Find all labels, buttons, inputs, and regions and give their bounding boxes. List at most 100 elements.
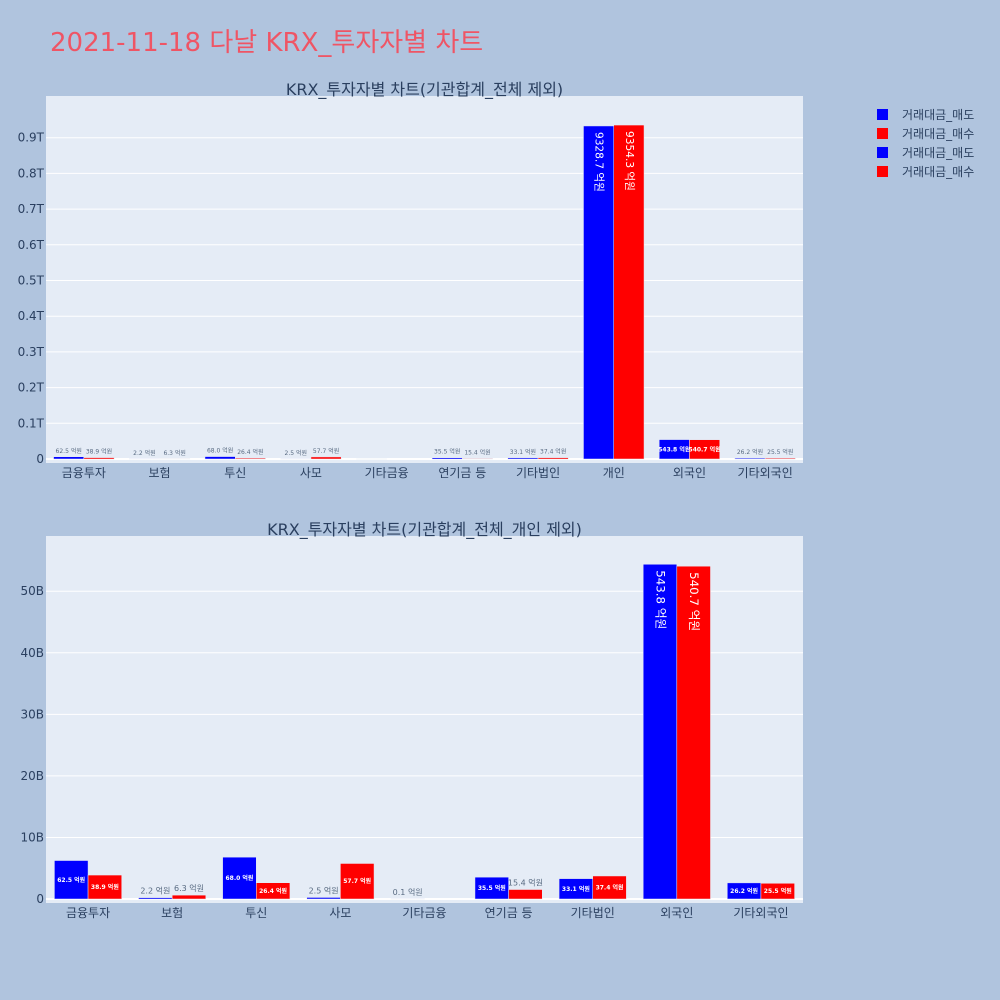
x-tick-label: 기타금융 bbox=[402, 906, 446, 920]
y-tick-label: 0.6T bbox=[18, 238, 45, 252]
bar-value-label: 543.8 억원 bbox=[658, 445, 690, 453]
y-tick-label: 0.2T bbox=[18, 381, 45, 395]
legend-swatch[interactable] bbox=[877, 109, 888, 120]
bar-value-label: 35.5 억원 bbox=[478, 884, 506, 892]
bar-buy bbox=[235, 457, 266, 460]
bar-value-label: 2.5 억원 bbox=[309, 885, 339, 895]
x-tick-label: 보험 bbox=[149, 466, 171, 480]
bar-value-label: 37.4 억원 bbox=[596, 883, 624, 891]
bar-buy bbox=[462, 458, 493, 460]
x-tick-label: 투신 bbox=[224, 466, 246, 480]
bar-value-label: 540.7 억원 bbox=[687, 572, 701, 631]
y-tick-label: 20B bbox=[20, 769, 44, 783]
bar-sell bbox=[734, 457, 766, 460]
bar-value-label: 26.2 억원 bbox=[730, 887, 758, 895]
bar-buy bbox=[171, 894, 207, 900]
y-tick-label: 0.4T bbox=[18, 309, 45, 323]
bar-buy bbox=[87, 874, 122, 900]
bar-buy bbox=[537, 457, 569, 460]
y-tick-label: 10B bbox=[20, 830, 44, 844]
bar-value-label: 37.4 억원 bbox=[540, 448, 566, 456]
bar-value-label: 26.4 억원 bbox=[237, 448, 263, 456]
x-tick-label: 기타외국인 bbox=[733, 906, 788, 920]
x-tick-label: 연기금 등 bbox=[485, 906, 533, 920]
y-tick-label: 0.1T bbox=[18, 416, 45, 430]
legend-swatch[interactable] bbox=[877, 166, 888, 177]
bar-buy bbox=[310, 456, 342, 460]
bar-buy bbox=[676, 565, 711, 900]
x-tick-label: 연기금 등 bbox=[438, 466, 486, 480]
y-tick-label: 0.8T bbox=[18, 166, 45, 180]
y-tick-label: 0 bbox=[36, 452, 44, 466]
y-tick-label: 50B bbox=[20, 584, 44, 598]
bar-value-label: 6.3 억원 bbox=[163, 449, 186, 457]
bar-value-label: 25.5 억원 bbox=[764, 887, 792, 895]
bar-value-label: 68.0 억원 bbox=[225, 874, 253, 882]
legend-label[interactable]: 거래대금_매도 bbox=[902, 146, 974, 160]
x-tick-label: 개인 bbox=[603, 466, 625, 480]
x-tick-label: 사모 bbox=[329, 906, 351, 920]
legend-label[interactable]: 거래대금_매수 bbox=[902, 127, 974, 141]
x-tick-label: 기타외국인 bbox=[738, 466, 793, 480]
bar-sell bbox=[138, 897, 173, 900]
bar-value-label: 57.7 억원 bbox=[313, 447, 339, 455]
bar-value-label: 38.9 억원 bbox=[86, 448, 112, 456]
x-tick-label: 외국인 bbox=[673, 466, 706, 480]
bar-sell bbox=[507, 457, 539, 460]
bar-buy bbox=[256, 882, 291, 900]
y-tick-label: 40B bbox=[20, 646, 44, 660]
x-tick-label: 금융투자 bbox=[62, 466, 106, 480]
x-tick-label: 기타법인 bbox=[571, 906, 615, 920]
bar-value-label: 62.5 억원 bbox=[56, 447, 82, 455]
legend-swatch[interactable] bbox=[877, 128, 888, 139]
x-tick-label: 보험 bbox=[161, 906, 183, 920]
y-tick-label: 30B bbox=[20, 707, 44, 721]
y-tick-label: 0 bbox=[36, 892, 44, 906]
bar-sell bbox=[204, 456, 236, 460]
chart-title: KRX_투자자별 차트(기관합계_전체 제외) bbox=[286, 80, 563, 100]
bar-sell bbox=[54, 860, 89, 900]
bar-value-label: 68.0 억원 bbox=[207, 447, 233, 455]
chart-panel-2: 0 10B 20B 30B 40B 50B KRX_투자자별 차트(기관합계_전체_개인 제… bbox=[20, 520, 803, 920]
bar-sell bbox=[583, 125, 614, 460]
bar-value-label: 62.5 억원 bbox=[57, 876, 85, 884]
bar-value-label: 33.1 억원 bbox=[562, 885, 590, 893]
legend-swatch[interactable] bbox=[877, 147, 888, 158]
bar-buy bbox=[340, 863, 375, 900]
legend-label[interactable]: 거래대금_매수 bbox=[902, 165, 974, 179]
bar-sell bbox=[222, 856, 257, 900]
bar-value-label: 540.7 억원 bbox=[689, 445, 721, 453]
plot-area bbox=[46, 96, 803, 463]
y-tick-label: 0.9T bbox=[18, 131, 45, 145]
legend-label[interactable]: 거래대금_매도 bbox=[902, 108, 974, 122]
bar-buy bbox=[592, 875, 627, 900]
bar-value-label: 57.7 억원 bbox=[343, 877, 371, 885]
bar-value-label: 543.8 억원 bbox=[654, 570, 668, 629]
bar-sell bbox=[306, 897, 341, 900]
bar-buy bbox=[508, 889, 543, 900]
y-tick-label: 0.3T bbox=[18, 345, 45, 359]
bar-value-label: 25.5 억원 bbox=[767, 448, 793, 456]
bar-value-label: 0.1 억원 bbox=[393, 887, 423, 897]
x-tick-label: 기타법인 bbox=[516, 466, 560, 480]
bar-value-label: 15.4 억원 bbox=[508, 878, 543, 888]
bar-value-label: 38.9 억원 bbox=[91, 883, 119, 891]
bar-buy bbox=[83, 457, 115, 460]
page-title: 2021-11-18 다날 KRX_투자자별 차트 bbox=[50, 28, 484, 58]
chart-panel-1: 0 0.1T 0.2T 0.3T 0.4T 0.5T 0.6T 0.7T 0.8T 0.9T KRX… bbox=[18, 80, 803, 480]
y-tick-label: 0.7T bbox=[18, 202, 45, 216]
x-tick-label: 투신 bbox=[245, 906, 267, 920]
bar-value-label: 2.2 억원 bbox=[140, 886, 170, 896]
bar-buy bbox=[760, 883, 795, 900]
bar-value-label: 26.4 억원 bbox=[259, 887, 287, 895]
y-tick-label: 0.5T bbox=[18, 274, 45, 288]
bar-value-label: 15.4 억원 bbox=[464, 448, 490, 456]
bar-value-label: 2.5 억원 bbox=[285, 449, 308, 457]
bar-buy bbox=[689, 439, 720, 460]
bar-sell bbox=[431, 457, 463, 460]
bar-value-label: 6.3 억원 bbox=[174, 883, 204, 893]
x-tick-label: 사모 bbox=[300, 466, 322, 480]
bar-sell bbox=[53, 456, 85, 460]
